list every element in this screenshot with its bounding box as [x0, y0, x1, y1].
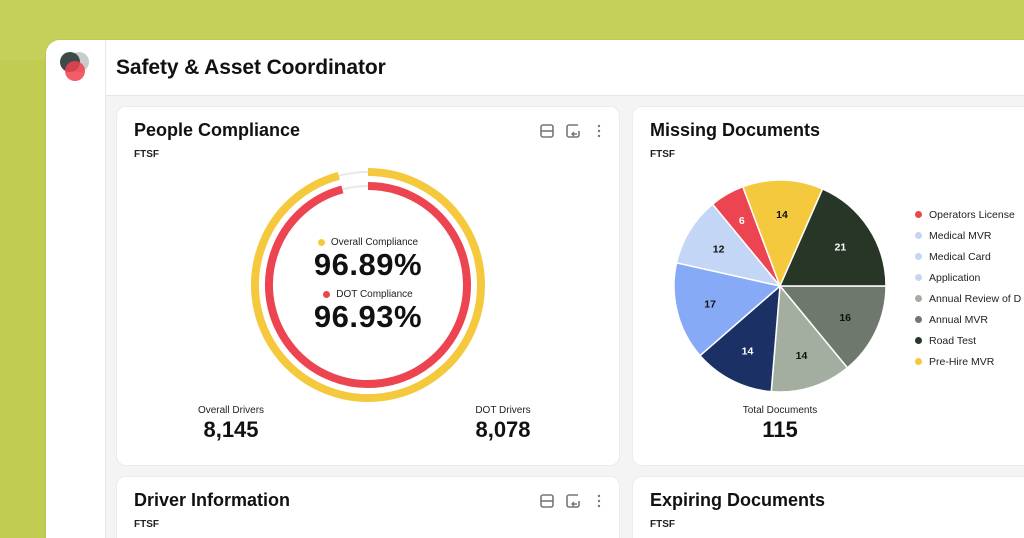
pie-slice-label: 16	[839, 312, 851, 324]
legend-swatch-icon	[915, 316, 922, 323]
layout-icon[interactable]	[539, 493, 555, 509]
people-compliance-card: People Compliance FTSF Overall Complianc…	[116, 106, 620, 466]
pie-slice[interactable]	[675, 203, 782, 288]
legend-label: Medical MVR	[929, 229, 992, 242]
overall-compliance-label: Overall Compliance	[330, 237, 419, 248]
card-title: Driver Information	[134, 490, 291, 510]
legend-swatch-icon	[915, 295, 922, 302]
export-icon[interactable]	[565, 493, 581, 509]
card-title: Missing Documents	[650, 120, 821, 140]
pie-slice-label: 6	[739, 215, 745, 227]
app-logo-icon[interactable]	[56, 50, 96, 90]
legend-label: Annual MVR	[929, 313, 988, 326]
pie-legend: Operators License Medical MVR Medical Card…	[915, 204, 1021, 372]
card-subtitle: FTSF	[650, 519, 675, 530]
missing-documents-card: Missing Documents FTSF 16 14 14 17 12 6 14 21 O…	[632, 106, 1024, 466]
pie-slice-label: 21	[834, 242, 846, 254]
legend-label: Application	[929, 271, 981, 284]
overall-drivers-value: 8,145	[203, 417, 259, 442]
legend-label: Road Test	[929, 334, 977, 347]
legend-item[interactable]: Pre-Hire MVR	[915, 351, 1021, 372]
layout-icon[interactable]	[539, 123, 555, 139]
card-subtitle: FTSF	[134, 149, 159, 160]
app-window: Safety & Asset Coordinator People Compli…	[46, 40, 1024, 538]
card-subtitle: FTSF	[650, 149, 675, 160]
legend-label: Pre-Hire MVR	[929, 355, 995, 368]
more-icon[interactable]	[591, 123, 607, 139]
driver-information-card: Driver Information FTSF	[116, 476, 620, 538]
pie-slice-label: 14	[742, 345, 754, 357]
overall-drivers-label: Overall Drivers	[197, 405, 265, 416]
overall-compliance-value: 96.89%	[313, 247, 423, 282]
dot-compliance-label: DOT Compliance	[336, 289, 413, 300]
ring-arc	[265, 182, 471, 388]
dot-compliance-value: 96.93%	[313, 299, 423, 334]
legend-swatch-icon	[915, 274, 922, 281]
export-icon[interactable]	[565, 123, 581, 139]
overall-dot-icon	[317, 239, 325, 246]
legend-item[interactable]: Annual Review of D	[915, 288, 1021, 309]
legend-item[interactable]: Application	[915, 267, 1021, 288]
pie-slice[interactable]	[673, 261, 782, 357]
expiring-documents-card: Expiring Documents FTSF	[632, 476, 1024, 538]
legend-swatch-icon	[915, 358, 922, 365]
top-header: Safety & Asset Coordinator	[106, 40, 1024, 96]
legend-item[interactable]: Annual MVR	[915, 309, 1021, 330]
legend-item[interactable]: Road Test	[915, 330, 1021, 351]
ring-arc	[251, 168, 485, 402]
legend-label: Medical Card	[929, 250, 991, 263]
pie-slice-label: 14	[776, 209, 788, 221]
ring-center-values: Overall Compliance 96.89% DOT Compliance…	[268, 237, 468, 334]
pie-slice[interactable]	[741, 179, 824, 288]
pie-slice-label: 12	[713, 243, 725, 255]
dot-drivers-stat: DOT Drivers 8,078	[453, 405, 553, 443]
pie-slice[interactable]	[778, 187, 887, 287]
legend-label: Annual Review of D	[929, 292, 1022, 305]
dot-dot-icon	[323, 291, 331, 298]
legend-swatch-icon	[915, 232, 922, 239]
card-actions	[539, 123, 607, 139]
overall-drivers-stat: Overall Drivers 8,145	[181, 405, 281, 443]
side-rail	[46, 40, 106, 538]
legend-swatch-icon	[915, 211, 922, 218]
total-documents-value: 115	[762, 417, 798, 442]
pie-slice[interactable]	[778, 285, 887, 369]
legend-item[interactable]: Medical Card	[915, 246, 1021, 267]
total-documents-stat: Total Documents 115	[730, 405, 830, 443]
dot-drivers-label: DOT Drivers	[475, 405, 531, 416]
pie-slice-label: 17	[704, 299, 716, 311]
pie-slice-label: 14	[796, 350, 808, 362]
legend-label: Operators License	[929, 208, 1015, 221]
dot-drivers-value: 8,078	[475, 417, 531, 442]
page-title: Safety & Asset Coordinator	[116, 55, 386, 79]
more-icon[interactable]	[591, 493, 607, 509]
pie-slice[interactable]	[699, 284, 781, 393]
legend-item[interactable]: Operators License	[915, 204, 1021, 225]
card-title: Expiring Documents	[650, 490, 826, 510]
legend-swatch-icon	[915, 337, 922, 344]
total-documents-label: Total Documents	[742, 405, 818, 416]
compliance-ring-chart	[251, 168, 485, 402]
legend-item[interactable]: Medical MVR	[915, 225, 1021, 246]
legend-swatch-icon	[915, 253, 922, 260]
missing-documents-pie-chart[interactable]: 16 14 14 17 12 6 14 21	[670, 176, 890, 396]
card-title: People Compliance	[134, 120, 301, 140]
card-subtitle: FTSF	[134, 519, 159, 530]
pie-slice[interactable]	[770, 284, 849, 393]
card-actions	[539, 493, 607, 509]
